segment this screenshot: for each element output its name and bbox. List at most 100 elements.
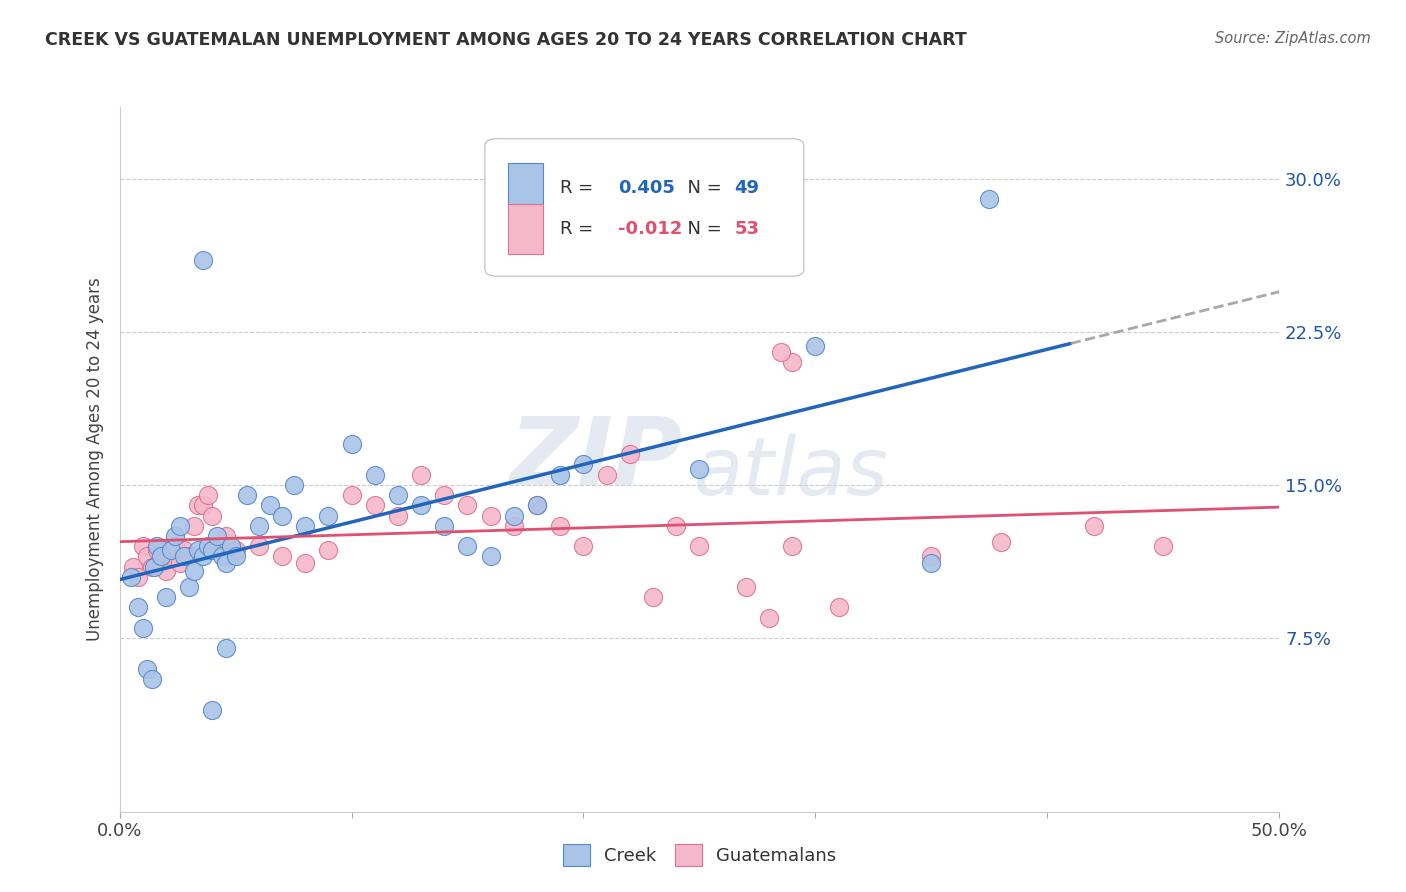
- Point: [187, 543, 209, 558]
- Point: [215, 529, 238, 543]
- Point: [197, 488, 219, 502]
- Point: [173, 549, 195, 564]
- Point: [503, 518, 526, 533]
- Point: [225, 549, 247, 564]
- Point: [526, 499, 548, 513]
- Point: [758, 610, 780, 624]
- Text: Source: ZipAtlas.com: Source: ZipAtlas.com: [1215, 31, 1371, 46]
- Point: [145, 539, 167, 553]
- Point: [211, 543, 233, 558]
- Point: [572, 539, 595, 553]
- Point: [211, 549, 233, 564]
- Point: [411, 499, 433, 513]
- Point: [990, 535, 1012, 549]
- Text: 0.405: 0.405: [619, 179, 675, 197]
- Text: R =: R =: [561, 179, 599, 197]
- Point: [136, 662, 159, 676]
- Point: [921, 556, 943, 570]
- Point: [318, 508, 340, 523]
- Point: [191, 549, 214, 564]
- Point: [782, 539, 804, 553]
- Point: [169, 556, 191, 570]
- Point: [1153, 539, 1175, 553]
- Point: [201, 703, 224, 717]
- Text: N =: N =: [676, 220, 728, 238]
- Point: [596, 467, 619, 482]
- Point: [159, 549, 181, 564]
- Point: [191, 253, 214, 268]
- Point: [177, 549, 201, 564]
- Point: [689, 461, 711, 475]
- Point: [132, 621, 155, 635]
- Point: [145, 543, 167, 558]
- Point: [205, 529, 228, 543]
- Point: [433, 488, 456, 502]
- Point: [665, 518, 688, 533]
- Text: -0.012: -0.012: [619, 220, 683, 238]
- Point: [259, 499, 281, 513]
- Text: N =: N =: [676, 179, 728, 197]
- Point: [127, 600, 149, 615]
- Point: [479, 549, 502, 564]
- Point: [219, 539, 242, 553]
- Point: [782, 355, 804, 369]
- Point: [827, 600, 849, 615]
- Point: [526, 499, 548, 513]
- Point: [479, 508, 502, 523]
- FancyBboxPatch shape: [508, 163, 543, 212]
- Point: [122, 559, 145, 574]
- Point: [689, 539, 711, 553]
- Point: [141, 559, 163, 574]
- Point: [169, 518, 191, 533]
- Legend: Creek, Guatemalans: Creek, Guatemalans: [555, 837, 844, 873]
- Point: [225, 543, 247, 558]
- Point: [173, 543, 195, 558]
- Point: [187, 499, 209, 513]
- Text: CREEK VS GUATEMALAN UNEMPLOYMENT AMONG AGES 20 TO 24 YEARS CORRELATION CHART: CREEK VS GUATEMALAN UNEMPLOYMENT AMONG A…: [45, 31, 967, 49]
- FancyBboxPatch shape: [485, 139, 804, 277]
- Point: [769, 345, 792, 359]
- Point: [641, 591, 665, 605]
- Text: ZIP: ZIP: [509, 413, 682, 506]
- Point: [283, 478, 305, 492]
- Point: [165, 539, 187, 553]
- Point: [183, 518, 205, 533]
- Y-axis label: Unemployment Among Ages 20 to 24 years: Unemployment Among Ages 20 to 24 years: [86, 277, 104, 641]
- Text: R =: R =: [561, 220, 599, 238]
- Point: [191, 499, 214, 513]
- Point: [387, 488, 409, 502]
- Point: [155, 591, 177, 605]
- Point: [550, 467, 572, 482]
- Point: [340, 488, 363, 502]
- Point: [363, 467, 385, 482]
- Point: [197, 539, 219, 553]
- Point: [247, 539, 270, 553]
- Point: [270, 549, 294, 564]
- Point: [503, 508, 526, 523]
- Point: [294, 556, 316, 570]
- Point: [150, 549, 173, 564]
- Point: [411, 467, 433, 482]
- Point: [979, 192, 1001, 206]
- Point: [387, 508, 409, 523]
- Point: [921, 549, 943, 564]
- FancyBboxPatch shape: [508, 204, 543, 253]
- Point: [215, 556, 238, 570]
- Point: [1083, 518, 1105, 533]
- Point: [141, 672, 163, 686]
- Point: [132, 539, 155, 553]
- Point: [363, 499, 385, 513]
- Text: 53: 53: [734, 220, 759, 238]
- Point: [143, 559, 166, 574]
- Point: [201, 508, 224, 523]
- Point: [619, 447, 641, 461]
- Point: [127, 570, 149, 584]
- Point: [150, 556, 173, 570]
- Point: [120, 570, 142, 584]
- Point: [340, 437, 363, 451]
- Point: [550, 518, 572, 533]
- Text: atlas: atlas: [693, 434, 889, 513]
- Point: [572, 458, 595, 472]
- Point: [456, 499, 478, 513]
- Point: [136, 549, 159, 564]
